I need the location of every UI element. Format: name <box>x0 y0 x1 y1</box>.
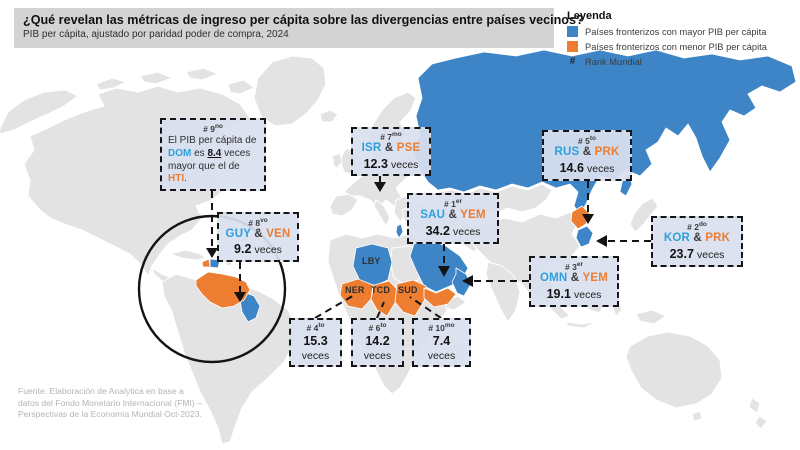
map-label-ner: NER <box>345 285 365 295</box>
legend-label: Rank Mundial <box>585 56 642 67</box>
country-israel <box>395 223 404 239</box>
callout-omn-yem: # 3er OMN & YEM 19.1 veces <box>529 256 619 307</box>
callout-kor-prk: # 2do KOR & PRK 23.7 veces <box>651 216 743 267</box>
source-note: Fuente: Elaboración de Analytica en base… <box>18 386 202 420</box>
country-niger <box>339 278 374 310</box>
hash-symbol: # <box>569 56 576 67</box>
legend-title: Leyenda <box>567 10 612 22</box>
country-venezuela <box>195 271 251 309</box>
country-pair: KOR & PRK <box>663 232 731 245</box>
arrowhead-isr-pse <box>374 182 386 192</box>
ratio-value: 14.2 <box>365 333 390 348</box>
country-north-korea <box>570 205 591 230</box>
map-label-lby: LBY <box>362 256 381 266</box>
page-subtitle: PIB per cápita, ajustado por paridad pod… <box>23 29 289 40</box>
country-pair: ISR & PSE <box>361 142 421 155</box>
country-code-hti: HTI <box>168 173 185 185</box>
callout-rus-prk: # 5to RUS & PRK 14.6 veces <box>542 130 632 181</box>
ratio-unit: veces <box>301 350 330 362</box>
legend-label: Países fronterizos con mayor PIB per cáp… <box>585 26 767 37</box>
rank-badge: # 2do <box>687 221 707 232</box>
ratio-value: 7.4 <box>432 333 451 348</box>
country-oman <box>451 267 472 297</box>
ratio-value: 15.3 <box>303 333 328 348</box>
arrowhead-guy-ven <box>234 292 246 302</box>
country-pair: SAU & YEM <box>420 209 486 222</box>
arrowhead-dom-hti <box>206 248 218 258</box>
rank-badge: # 8vo <box>248 216 268 228</box>
ratio-value: 23.7 veces <box>669 246 725 261</box>
ratio-unit: veces <box>427 350 456 362</box>
legend-swatch-blue-icon <box>567 26 578 37</box>
arrowhead-rus-prk <box>582 214 594 224</box>
legend-swatch-orange-icon <box>567 41 578 52</box>
ratio-value: 12.3 veces <box>363 156 419 171</box>
callout-sau-yem: # 1er SAU & YEM 34.2 veces <box>407 193 499 244</box>
ratio-value: 14.6 veces <box>559 160 615 175</box>
country-pair: RUS & PRK <box>554 146 620 159</box>
callout-rank10: # 10mo 7.4 veces <box>412 318 471 367</box>
arrowhead-kor-prk <box>596 235 607 247</box>
ratio-unit: veces <box>363 350 392 362</box>
country-libya <box>352 243 393 287</box>
legend-label: Países fronterizos con menor PIB per cáp… <box>585 41 767 52</box>
callout-rank6: # 6to 14.2 veces <box>351 318 404 367</box>
callout-isr-pse: # 7mo ISR & PSE 12.3 veces <box>351 127 431 176</box>
page-title: ¿Qué revelan las métricas de ingreso per… <box>23 13 584 27</box>
ratio-value: 19.1 veces <box>546 286 602 301</box>
arrowhead-sau-yem <box>438 266 450 277</box>
rank-badge: # 1er <box>444 198 462 209</box>
country-code-dom: DOM <box>168 147 192 159</box>
legend: Leyenda Países fronterizos con mayor PIB… <box>567 10 767 67</box>
rank-badge: # 5to <box>578 135 596 146</box>
country-haiti <box>201 258 211 268</box>
countries-lower-gdp <box>195 205 591 317</box>
legend-item-lower: Países fronterizos con menor PIB per cáp… <box>567 41 767 52</box>
ratio-value: 34.2 veces <box>425 223 481 238</box>
rank-badge: # 6to <box>368 321 387 333</box>
country-yemen <box>423 287 457 308</box>
connector-rank10-sud <box>409 296 442 319</box>
callout-guy-ven: # 8vo GUY & VEN 9.2 veces <box>217 212 299 262</box>
country-south-korea <box>575 225 594 248</box>
rank-badge: # 4to <box>306 321 325 333</box>
title-bar: ¿Qué revelan las métricas de ingreso per… <box>14 8 584 48</box>
ratio-value: 9.2 veces <box>234 242 282 257</box>
callout-text: El PIB per cápita de DOM es 8.4 veces ma… <box>168 134 257 185</box>
map-label-tcd: TCD <box>371 285 391 295</box>
country-chad <box>370 280 398 317</box>
rank-badge: # 7mo <box>380 131 402 142</box>
country-pair: OMN & YEM <box>539 272 609 285</box>
connector-rank4-ner <box>314 293 357 319</box>
arrowhead-omn-yem <box>462 275 473 287</box>
callout-rank4: # 4to 15.3 veces <box>289 318 342 367</box>
rank-badge: # 10mo <box>428 321 455 333</box>
country-pair: GUY & VEN <box>225 227 291 240</box>
rank-badge: # 9no <box>203 122 223 134</box>
legend-item-higher: Países fronterizos con mayor PIB per cáp… <box>567 26 767 37</box>
legend-item-rank: # Rank Mundial <box>567 56 767 67</box>
callout-dom-hti: # 9no El PIB per cápita de DOM es 8.4 ve… <box>160 118 266 191</box>
rank-badge: # 3er <box>565 261 583 272</box>
connector-rank6-tcd <box>376 301 385 319</box>
map-label-sud: SUD <box>398 285 418 295</box>
